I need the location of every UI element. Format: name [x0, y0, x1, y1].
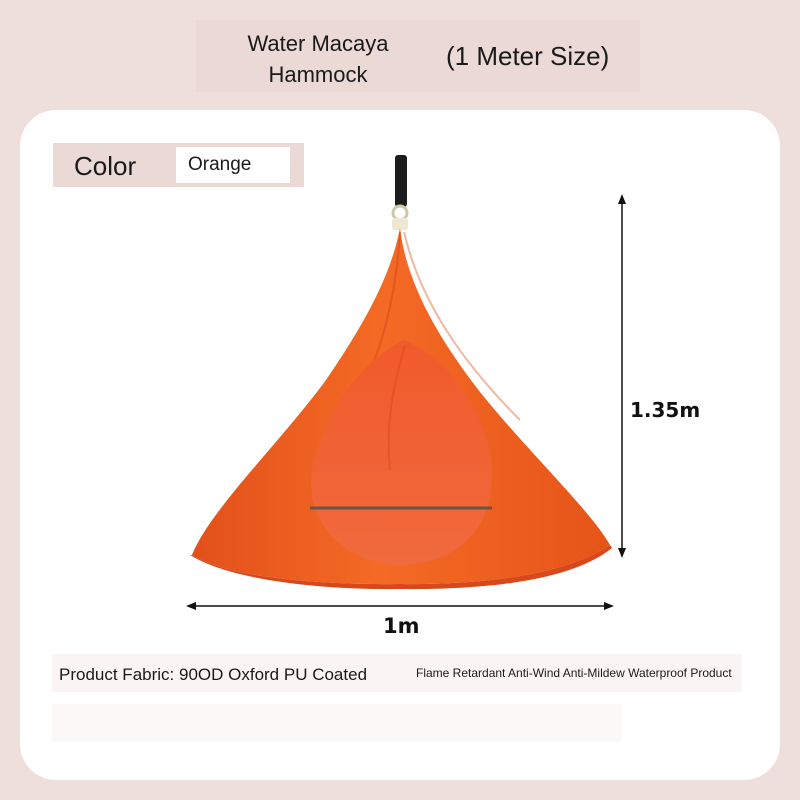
size-label: (1 Meter Size)	[446, 41, 610, 71]
width-dimension-label: 1m	[383, 614, 420, 638]
hammock-tent-icon	[190, 228, 612, 590]
color-label: Color	[74, 151, 137, 181]
height-arrow-icon	[618, 194, 626, 558]
hanging-strap-icon	[391, 155, 409, 230]
fabric-description: Product Fabric: 90OD Oxford PU Coated	[59, 665, 368, 684]
height-dimension-label: 1.35m	[630, 398, 701, 422]
product-title: Water Macaya Hammock	[247, 31, 389, 87]
empty-info-box	[52, 704, 622, 742]
width-arrow-icon	[186, 602, 614, 610]
fabric-info-box	[52, 654, 742, 692]
header-box	[196, 20, 640, 92]
color-value[interactable]: Orange	[176, 147, 290, 183]
fabric-features: Flame Retardant Anti-Wind Anti-Mildew Wa…	[416, 666, 732, 680]
